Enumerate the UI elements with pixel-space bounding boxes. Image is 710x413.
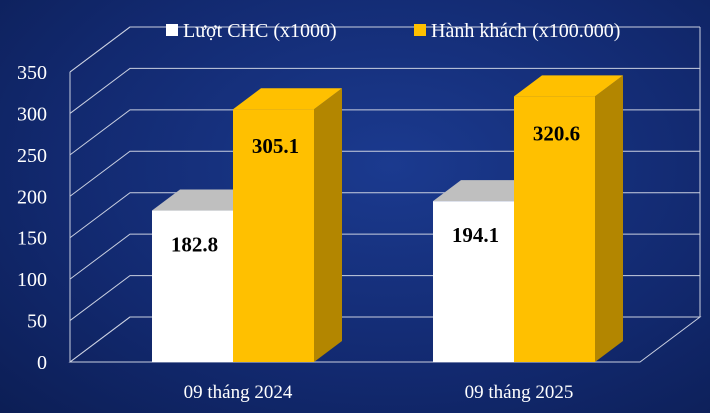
bar-top-1-0 <box>233 88 342 110</box>
y-axis-ticks: 0 50 100 150 200 250 300 350 <box>17 62 47 374</box>
gridline-350 <box>69 26 700 73</box>
gridline-200 <box>69 150 700 197</box>
gridline-250 <box>69 109 700 156</box>
data-label: 194.1 <box>452 223 499 247</box>
data-label: 182.8 <box>171 233 218 257</box>
bar-top-1-1 <box>514 75 623 97</box>
bars <box>152 75 623 363</box>
legend: Lượt CHC (x1000) Hành khách (x100.000) <box>166 20 620 42</box>
y-tick-label: 350 <box>17 62 47 84</box>
gridlines <box>68 26 702 363</box>
x-axis-labels: 09 tháng 2024 09 tháng 2025 <box>184 382 574 403</box>
legend-swatch-0 <box>166 24 178 36</box>
legend-label: Lượt CHC (x1000) <box>183 20 337 42</box>
y-tick-label: 0 <box>37 352 47 374</box>
bar-1-1 <box>514 96 595 363</box>
y-tick-label: 150 <box>17 228 47 250</box>
y-tick-label: 50 <box>27 311 47 333</box>
legend-swatch-1 <box>414 24 426 36</box>
gridline-300 <box>69 67 700 114</box>
data-labels: 182.8 305.1 194.1 320.6 <box>171 121 580 256</box>
y-tick-label: 250 <box>17 145 47 167</box>
bar-0-1 <box>433 201 514 362</box>
y-tick-label: 300 <box>17 103 47 125</box>
bar-1-0 <box>233 109 314 363</box>
legend-label: Hành khách (x100.000) <box>431 20 620 42</box>
bar-0-0 <box>152 210 233 362</box>
x-tick-label: 09 tháng 2025 <box>465 382 574 403</box>
bar-side-1-0 <box>314 88 342 363</box>
y-tick-label: 100 <box>17 269 47 291</box>
data-label: 320.6 <box>533 121 580 145</box>
bar-side-1-1 <box>595 75 623 363</box>
y-tick-label: 200 <box>17 186 47 208</box>
data-label: 305.1 <box>252 134 299 158</box>
x-tick-label: 09 tháng 2024 <box>184 382 293 403</box>
